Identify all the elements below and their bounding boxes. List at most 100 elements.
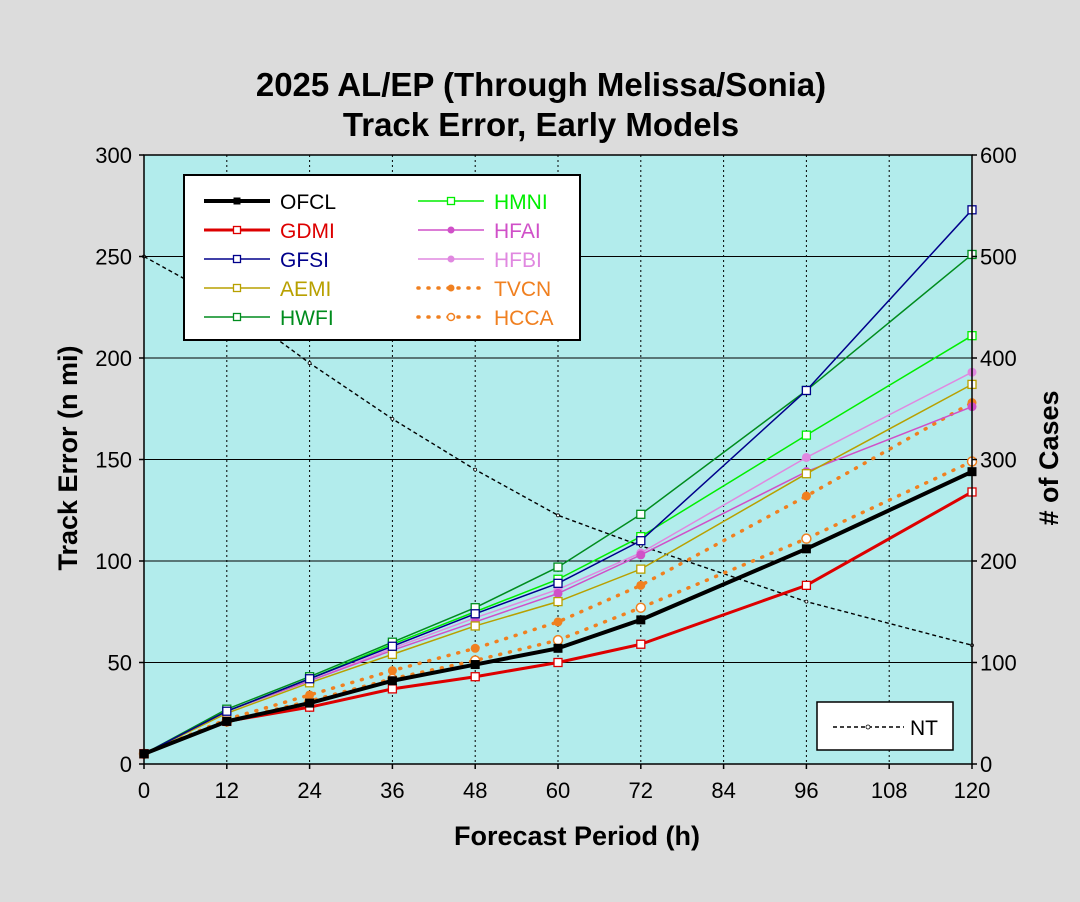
y2-tick-label: 500 — [980, 245, 1017, 270]
y-tick-label: 300 — [95, 143, 132, 168]
y2-axis-ticks: 0 100 200 300 400 500 600 — [972, 143, 1017, 777]
y2-tick-label: 600 — [980, 143, 1017, 168]
x-tick-label: 24 — [297, 778, 321, 803]
series-tvcn-line — [142, 400, 974, 756]
series-gfsi-point — [470, 609, 480, 619]
legend-tvcn-label: TVCN — [494, 278, 551, 301]
legend-hcca-marker — [446, 312, 456, 322]
series-hcca-point — [552, 634, 564, 646]
x-tick-label: 120 — [954, 778, 991, 803]
y2-axis-label: # of Cases — [1034, 390, 1064, 525]
series-gfsi — [139, 205, 977, 759]
series-hmni-point — [801, 430, 812, 440]
series-hfai-point — [636, 550, 646, 560]
series-tvcn-point — [470, 643, 480, 653]
nt-point — [473, 467, 478, 472]
series-legend: OFCL GDMI GFSI AEMI HWFI HMNI HFAI HFBI TVCN HCCA — [183, 174, 581, 341]
nt-legend: NT — [816, 701, 954, 751]
legend-hfbi-label: HFBI — [494, 249, 542, 272]
series-tvcn-point — [801, 491, 811, 501]
series-gdmi-point — [636, 639, 646, 649]
nt-legend-box — [816, 701, 954, 751]
series-tvcn-point — [636, 580, 646, 590]
series-ofcl-point — [636, 615, 646, 625]
series-hcca-line — [142, 459, 974, 756]
legend-aemi-label: AEMI — [280, 278, 331, 301]
y-tick-label: 0 — [120, 752, 132, 777]
series-gdmi-point — [553, 657, 563, 668]
series-gfsi-point — [304, 674, 315, 684]
series-ofcl-point — [222, 716, 232, 726]
chart-title-line2: Track Error, Early Models — [343, 106, 739, 143]
series-tvcn-point — [305, 690, 315, 700]
series-gdmi-point — [801, 580, 812, 591]
series-ofcl-point — [470, 660, 480, 670]
x-tick-label: 12 — [215, 778, 239, 803]
legend-hfbi-marker — [447, 255, 455, 263]
series-layer — [138, 205, 978, 760]
legend-hwfi-label: HWFI — [280, 307, 334, 330]
legend-hwfi-marker — [232, 312, 242, 322]
legend-gdmi-marker — [232, 225, 242, 235]
legend-ofcl-label: OFCL — [280, 191, 336, 214]
series-ofcl-point — [801, 544, 811, 554]
legend-gdmi-label: GDMI — [280, 220, 335, 243]
legend-gfsi-marker — [232, 254, 242, 264]
y-tick-label: 250 — [95, 245, 132, 270]
series-gfsi-point — [387, 641, 398, 651]
x-tick-label: 0 — [138, 778, 150, 803]
x-tick-label: 72 — [629, 778, 653, 803]
series-ofcl-point — [305, 698, 315, 708]
x-axis-label: Forecast Period (h) — [454, 821, 700, 851]
legend-ofcl-marker — [233, 197, 241, 205]
series-aemi-point — [801, 469, 812, 479]
series-aemi-point — [553, 596, 563, 607]
y-tick-label: 200 — [95, 346, 132, 371]
series-hfai-point — [553, 588, 563, 598]
y2-tick-label: 300 — [980, 448, 1017, 473]
series-gfsi-point — [801, 385, 812, 396]
series-aemi-point — [636, 564, 646, 574]
series-hcca-point — [801, 533, 812, 544]
series-aemi-point — [387, 649, 398, 660]
x-axis-ticks: 0 12 24 36 48 60 72 84 96 108 120 — [138, 764, 990, 803]
legend-hmni-label: HMNI — [494, 191, 548, 214]
y2-tick-label: 400 — [980, 346, 1017, 371]
y2-tick-label: 200 — [980, 549, 1017, 574]
series-ofcl-point — [553, 643, 563, 653]
series-hcca-point — [635, 602, 647, 613]
y-tick-label: 50 — [108, 651, 132, 676]
series-hfbi-point — [801, 452, 811, 462]
series-aemi-point — [470, 621, 480, 631]
legend-hfai-label: HFAI — [494, 220, 541, 243]
nt-point — [804, 599, 809, 604]
series-gfsi-point — [636, 536, 646, 546]
x-tick-label: 36 — [380, 778, 404, 803]
nt-legend-label: NT — [910, 717, 938, 740]
legend-hmni-marker — [446, 196, 456, 206]
nt-point — [556, 513, 560, 518]
nt-legend-marker — [865, 724, 871, 730]
y-axis-label: Track Error (n mi) — [53, 345, 83, 570]
y2-tick-label: 0 — [980, 752, 992, 777]
x-tick-label: 96 — [794, 778, 818, 803]
series-hwfi-point — [636, 509, 646, 519]
series-gdmi-point — [470, 672, 480, 682]
x-tick-label: 48 — [463, 778, 487, 803]
x-tick-label: 108 — [871, 778, 908, 803]
legend-tvcn-marker — [447, 284, 455, 292]
chart-title-line1: 2025 AL/EP (Through Melissa/Sonia) — [256, 66, 826, 103]
x-tick-label: 60 — [546, 778, 570, 803]
y2-tick-label: 100 — [980, 651, 1017, 676]
legend-hfai-marker — [447, 226, 455, 234]
legend-hcca-label: HCCA — [494, 307, 554, 330]
series-tvcn-point — [387, 666, 397, 676]
nt-point — [390, 416, 395, 421]
y-tick-label: 150 — [95, 448, 132, 473]
x-tick-label: 84 — [711, 778, 735, 803]
y-axis-ticks: 0 50 100 150 200 250 300 — [95, 143, 144, 777]
legend-aemi-marker — [232, 283, 242, 293]
series-ofcl-point — [387, 676, 397, 686]
